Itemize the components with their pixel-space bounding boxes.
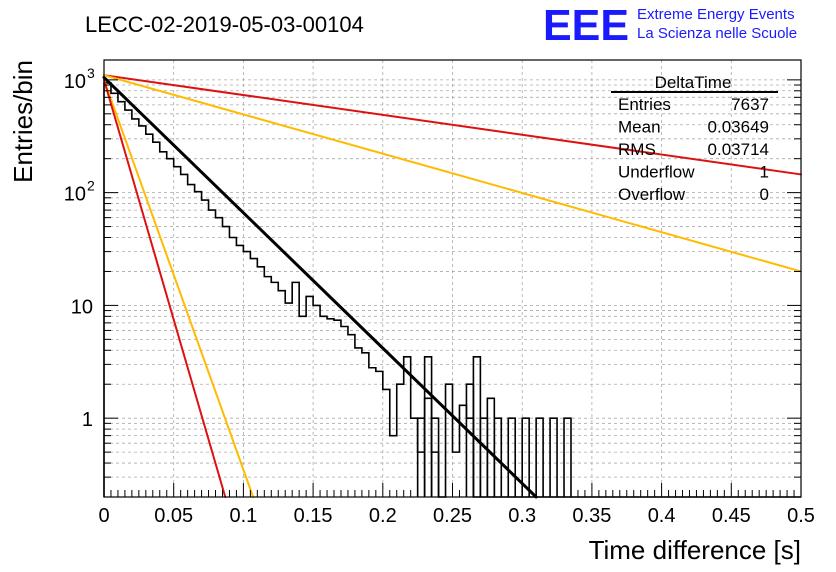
x-tick-label: 0 (98, 505, 109, 527)
histogram-bin (430, 417, 440, 497)
red-reference-line (103, 78, 227, 498)
x-tick-label: 0.35 (572, 505, 611, 527)
y-tick-label: 1 (82, 409, 93, 431)
exponential-fit-line (102, 75, 538, 499)
x-tick-label: 0.2 (369, 505, 397, 527)
y-tick-exponent: 3 (87, 65, 95, 81)
stats-row-label: Underflow (618, 163, 695, 182)
stats-row-label: Overflow (618, 185, 686, 204)
histogram-bin (563, 417, 572, 497)
stats-title: DeltaTime (655, 73, 732, 92)
stats-row-label: Entries (618, 95, 671, 114)
stats-row-label: Mean (618, 118, 661, 137)
x-tick-label: 0.45 (712, 505, 751, 527)
histogram-bin (507, 417, 517, 497)
stats-row-value: 7637 (731, 95, 769, 114)
stats-row-value: 0.03649 (708, 118, 769, 137)
x-tick-label: 0.05 (154, 505, 193, 527)
stats-rows: Entries 7637 Mean 0.03649 RMS 0.03714 Underflo… (618, 95, 769, 204)
x-tick-labels: 0 0.05 0.1 0.15 0.2 0.25 0.3 0.35 0.4 0.45 0.5 (98, 505, 814, 527)
y-tick-exponent: 2 (87, 178, 95, 194)
y-tick-label: 10 (64, 184, 86, 206)
stats-row-label: RMS (618, 140, 656, 159)
histogram-bin (549, 417, 558, 497)
fit-lines (102, 74, 802, 499)
logo-line-1: Extreme Energy Events (637, 6, 795, 23)
histogram-bin (416, 417, 426, 497)
stats-row-value: 0.03714 (708, 140, 769, 159)
histogram-bin (535, 417, 544, 497)
histogram-bin (465, 383, 475, 497)
histogram-bin (521, 417, 530, 497)
histogram-bin (472, 356, 482, 497)
histogram-bin (423, 356, 433, 497)
x-axis-label: Time difference [s] (589, 535, 801, 565)
x-tick-label: 0.5 (787, 505, 815, 527)
x-tick-label: 0.25 (433, 505, 472, 527)
stats-box: DeltaTime Entries 7637 Mean 0.03649 RMS 0.037… (611, 73, 778, 204)
x-tick-label: 0.1 (229, 505, 257, 527)
x-tick-label: 0.4 (648, 505, 676, 527)
eee-logo: EEE Extreme Energy Events La Scienza nel… (543, 1, 797, 50)
histogram-bin (479, 417, 489, 497)
y-tick-label: 10 (64, 71, 86, 93)
y-tick-label: 10 (71, 296, 93, 318)
run-title: LECC-02-2019-05-03-00104 (85, 12, 364, 37)
stats-row-value: 1 (760, 163, 769, 182)
axis-ticks (103, 79, 802, 498)
orange-reference-line (103, 78, 255, 498)
red-reference-line (103, 74, 802, 176)
logo-letters: EEE (543, 1, 629, 50)
orange-reference-line (103, 74, 802, 273)
histogram-bin (486, 397, 496, 497)
logo-line-2: La Scienza nelle Scuole (637, 25, 797, 42)
x-tick-label: 0.15 (294, 505, 333, 527)
y-axis-label: Entries/bin (8, 60, 38, 183)
stats-row-value: 0 (760, 185, 769, 204)
x-tick-label: 0.3 (508, 505, 536, 527)
